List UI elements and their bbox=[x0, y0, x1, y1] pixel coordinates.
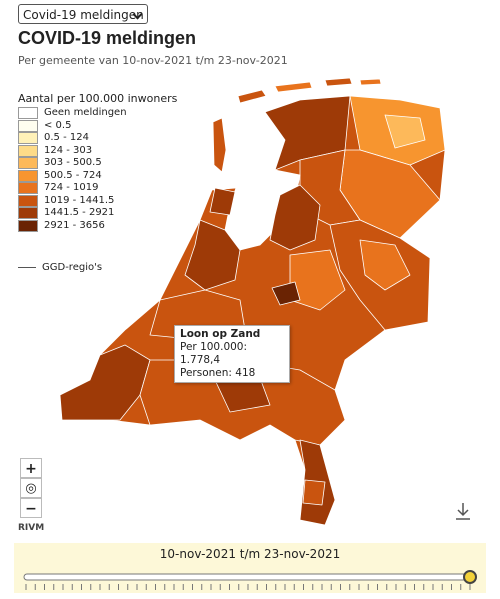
legend-label: 303 - 500.5 bbox=[44, 157, 102, 168]
legend-swatch bbox=[18, 169, 38, 182]
legend-label: 500.5 - 724 bbox=[44, 169, 102, 181]
island bbox=[212, 117, 227, 173]
title: COVID-19 meldingen bbox=[18, 28, 197, 48]
legend-title: Aantal per 100.000 inwoners bbox=[18, 92, 178, 105]
ggd-label: GGD-regio's bbox=[42, 262, 103, 273]
tooltip: Loon op Zand Per 100.000: 1.778,4 Person… bbox=[174, 325, 290, 383]
legend-label: Geen meldingen bbox=[44, 107, 127, 118]
legend-swatch bbox=[18, 132, 38, 144]
legend-item: 2921 - 3656 bbox=[18, 219, 105, 232]
timeline-label: 10-nov-2021 t/m 23-nov-2021 bbox=[159, 547, 341, 561]
timeline: 10-nov-2021 t/m 23-nov-2021 bbox=[14, 543, 486, 593]
source: RIVM bbox=[18, 523, 45, 533]
layer-select[interactable]: Covid-19 meldingen bbox=[18, 4, 148, 24]
island bbox=[359, 78, 382, 86]
legend-swatch bbox=[18, 107, 38, 119]
legend-item: Geen meldingen bbox=[18, 107, 127, 119]
region bbox=[271, 281, 301, 306]
legend-swatch bbox=[18, 144, 38, 157]
legend-label: < 0.5 bbox=[44, 119, 72, 131]
legend-item: 500.5 - 724 bbox=[18, 169, 102, 182]
legend-item: 0.5 - 124 bbox=[18, 132, 89, 144]
island bbox=[274, 81, 313, 93]
legend-swatch bbox=[18, 207, 38, 219]
legend-label: 0.5 - 124 bbox=[44, 132, 89, 143]
legend-item: < 0.5 bbox=[18, 119, 72, 132]
zoom-out[interactable]: − bbox=[20, 498, 42, 518]
island bbox=[237, 89, 267, 104]
legend-label: 1019 - 1441.5 bbox=[44, 194, 115, 206]
region bbox=[209, 187, 236, 216]
legend-label: 124 - 303 bbox=[44, 144, 93, 156]
tooltip-rate: Per 100.000: 1.778,4 bbox=[180, 341, 248, 366]
timeline-slider[interactable] bbox=[14, 543, 486, 593]
tooltip-persons: Personen: 418 bbox=[180, 367, 256, 379]
region bbox=[269, 184, 321, 251]
download-icon[interactable] bbox=[456, 503, 470, 520]
region bbox=[302, 479, 326, 506]
legend-swatch bbox=[18, 194, 38, 207]
legend-swatch bbox=[18, 182, 38, 194]
map[interactable] bbox=[0, 0, 500, 540]
legend-label: 1441.5 - 2921 bbox=[44, 207, 115, 218]
region bbox=[184, 219, 241, 291]
zoom-in[interactable]: + bbox=[20, 458, 42, 478]
slider-knob[interactable] bbox=[463, 570, 477, 584]
region bbox=[359, 239, 411, 291]
legend-swatch bbox=[18, 119, 38, 132]
region bbox=[59, 344, 151, 421]
subtitle: Per gemeente van 10-nov-2021 t/m 23-nov-… bbox=[18, 54, 288, 67]
legend-label: 2921 - 3656 bbox=[44, 219, 105, 231]
region bbox=[384, 114, 426, 149]
ggd-legend: GGD-regio's bbox=[18, 262, 102, 273]
legend-swatch bbox=[18, 219, 38, 232]
legend-swatch bbox=[18, 157, 38, 169]
legend-item: 303 - 500.5 bbox=[18, 157, 102, 169]
island bbox=[324, 77, 353, 87]
legend-item: 724 - 1019 bbox=[18, 182, 99, 194]
legend-label: 724 - 1019 bbox=[44, 182, 99, 193]
legend-item: 1441.5 - 2921 bbox=[18, 207, 114, 219]
locate[interactable]: ◎ bbox=[20, 478, 42, 498]
tooltip-name: Loon op Zand bbox=[180, 328, 261, 340]
slider-track bbox=[23, 573, 472, 581]
legend-item: 124 - 303 bbox=[18, 144, 93, 157]
legend-item: 1019 - 1441.5 bbox=[18, 194, 115, 207]
